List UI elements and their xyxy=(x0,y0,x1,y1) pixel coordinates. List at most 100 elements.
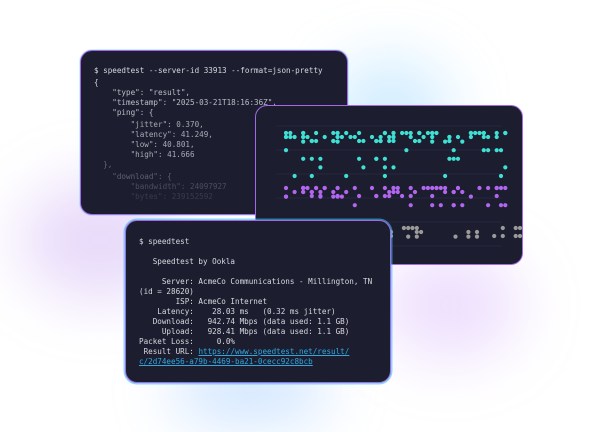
data-dot xyxy=(357,130,362,136)
data-dot xyxy=(430,130,435,136)
result-label: Result URL: xyxy=(139,347,199,356)
data-dot xyxy=(292,134,297,140)
data-dot xyxy=(318,165,323,170)
data-dot xyxy=(378,138,383,144)
data-dot xyxy=(382,173,387,179)
data-dot xyxy=(503,203,508,208)
data-dot xyxy=(417,138,422,144)
data-dot xyxy=(361,138,366,144)
data-dot xyxy=(451,148,456,153)
data-dot xyxy=(406,234,411,239)
data-dot xyxy=(419,229,424,235)
data-dot xyxy=(348,134,353,140)
data-dot xyxy=(503,130,508,136)
data-dot xyxy=(387,134,392,140)
data-dot xyxy=(408,203,413,208)
data-dot xyxy=(357,138,362,144)
data-dot xyxy=(466,229,471,235)
data-dot xyxy=(374,138,379,144)
data-dot xyxy=(369,185,375,191)
data-dot xyxy=(309,173,314,179)
data-dot xyxy=(421,134,426,140)
data-dot xyxy=(414,229,419,235)
data-dot xyxy=(517,225,522,231)
data-dot xyxy=(331,189,336,195)
dot-plot xyxy=(276,125,522,247)
data-dot xyxy=(430,203,435,208)
data-dot xyxy=(352,185,357,191)
json-line: "bytes": 239152592 xyxy=(94,192,213,201)
data-dot xyxy=(513,233,518,239)
result-line: Latency: 28.03 ms (0.32 ms jitter) xyxy=(139,307,336,316)
data-dot xyxy=(382,156,387,161)
data-dot xyxy=(400,193,405,199)
data-dot xyxy=(408,193,413,199)
data-dot xyxy=(314,130,319,136)
data-dot xyxy=(301,139,306,144)
data-dot xyxy=(466,234,471,239)
data-dot xyxy=(500,225,505,231)
data-dot xyxy=(318,156,323,161)
data-dot xyxy=(391,165,396,170)
data-dot xyxy=(438,203,443,208)
data-dot xyxy=(374,156,379,161)
data-dot xyxy=(443,189,448,195)
data-dot xyxy=(369,134,375,140)
json-line: "download": { xyxy=(94,172,172,181)
data-dot xyxy=(339,194,344,199)
result-line: Upload: 928.41 Mbps (data used: 1.1 GB) xyxy=(139,327,350,336)
data-dot xyxy=(288,134,293,140)
data-dot xyxy=(438,185,443,191)
data-dot xyxy=(451,189,456,195)
data-dot xyxy=(486,148,491,153)
data-dot xyxy=(378,134,383,140)
data-dot xyxy=(335,139,340,144)
data-dot xyxy=(408,185,413,191)
data-dot xyxy=(391,189,396,195)
data-dot xyxy=(425,185,430,191)
data-dot xyxy=(451,203,456,208)
data-dot xyxy=(481,134,486,140)
data-dot xyxy=(301,185,306,191)
data-dot xyxy=(498,185,504,191)
data-dot xyxy=(451,156,456,161)
data-dot xyxy=(513,225,518,231)
json-line: }, xyxy=(94,160,113,169)
data-dot xyxy=(301,134,306,140)
data-dot xyxy=(292,189,297,195)
data-dot xyxy=(498,203,504,208)
data-dot xyxy=(443,185,448,191)
data-dot xyxy=(468,134,473,140)
data-dot xyxy=(408,134,413,140)
data-dot xyxy=(434,185,439,191)
data-dot xyxy=(344,173,349,179)
data-dot xyxy=(400,130,405,136)
data-dot xyxy=(494,185,499,191)
data-dot xyxy=(309,189,314,195)
data-dot xyxy=(410,225,415,231)
data-dot xyxy=(391,138,396,144)
data-dot xyxy=(468,194,473,199)
data-dot xyxy=(301,156,306,161)
result-url-link[interactable]: c/2d74ee56-a79b-4469-ba21-0cecc92c8bcb xyxy=(139,357,313,366)
data-dot xyxy=(309,156,314,161)
data-dot xyxy=(318,189,323,195)
data-dot xyxy=(331,138,336,144)
data-dot xyxy=(494,134,499,140)
data-dot xyxy=(404,130,409,136)
data-dot xyxy=(387,193,392,199)
data-dot xyxy=(460,203,465,208)
result-url-link[interactable]: https://www.speedtest.net/result/ xyxy=(198,347,350,356)
data-dot xyxy=(391,185,396,191)
data-dot xyxy=(430,193,435,199)
data-dot xyxy=(309,138,314,144)
json-line: $ speedtest --server-id 33913 --format=j… xyxy=(94,66,323,75)
data-dot xyxy=(301,130,306,136)
background-glow xyxy=(380,250,520,360)
data-dot xyxy=(517,233,522,239)
data-dot xyxy=(344,130,349,136)
cli-terminal-window: $ speedtest Speedtest by Ookla Server: A… xyxy=(125,220,391,383)
data-dot xyxy=(430,134,435,140)
result-line: Download: 942.74 Mbps (data used: 1.1 GB… xyxy=(139,317,350,326)
data-dot xyxy=(412,189,418,195)
